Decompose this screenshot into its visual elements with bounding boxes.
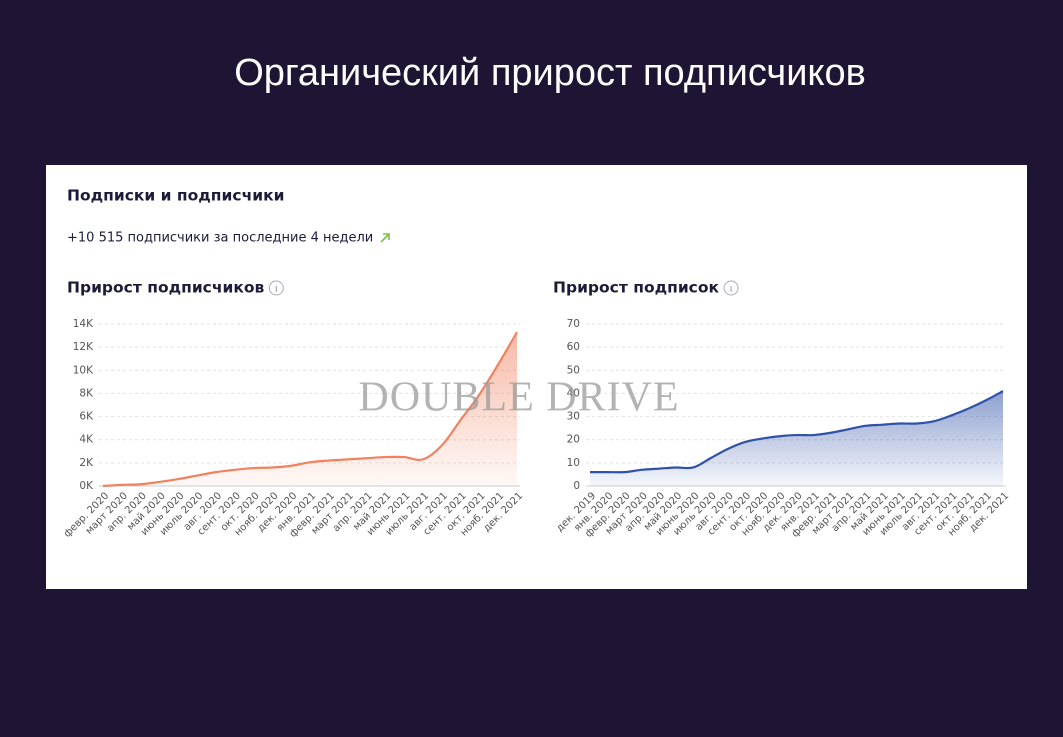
y-tick-label: 6K bbox=[79, 411, 94, 423]
info-icon bbox=[268, 280, 284, 296]
y-tick-label: 0K bbox=[79, 480, 94, 492]
y-tick-label: 60 bbox=[567, 341, 580, 353]
y-tick-label: 14K bbox=[73, 318, 94, 330]
line bbox=[102, 331, 518, 488]
y-tick-label: 4K bbox=[79, 434, 94, 446]
line bbox=[590, 390, 1004, 474]
panel-title: Подписки и подписчики bbox=[67, 187, 284, 205]
trend-arrow bbox=[380, 233, 390, 243]
chart-title: Прирост подписок bbox=[553, 279, 720, 297]
panel bbox=[46, 165, 1027, 589]
y-tick-label: 2K bbox=[79, 457, 94, 469]
charts: Прирост подписчиков0K2K4K6K8K10K12K14Kфе… bbox=[62, 279, 1011, 540]
y-tick-label: 10 bbox=[567, 457, 580, 469]
area bbox=[103, 332, 517, 486]
y-tick-label: 50 bbox=[567, 364, 580, 376]
y-tick-label: 70 bbox=[567, 318, 580, 330]
watermark: DOUBLE DRIVE bbox=[358, 375, 679, 421]
y-tick-label: 8K bbox=[79, 387, 94, 399]
info-icon bbox=[723, 280, 739, 296]
y-tick-label: 0 bbox=[573, 480, 580, 492]
y-tick-label: 10K bbox=[73, 364, 94, 376]
summary: +10 515 подписчики за последние 4 недели bbox=[67, 231, 373, 246]
y-tick-label: 20 bbox=[567, 434, 580, 446]
slide-title: Органический прирост подписчиков bbox=[234, 52, 866, 94]
y-tick-label: 12K bbox=[73, 341, 94, 353]
chart-title: Прирост подписчиков bbox=[67, 279, 265, 297]
y-tick-label: 30 bbox=[567, 411, 580, 423]
y-tick-label: 40 bbox=[567, 387, 580, 399]
area bbox=[590, 391, 1003, 486]
